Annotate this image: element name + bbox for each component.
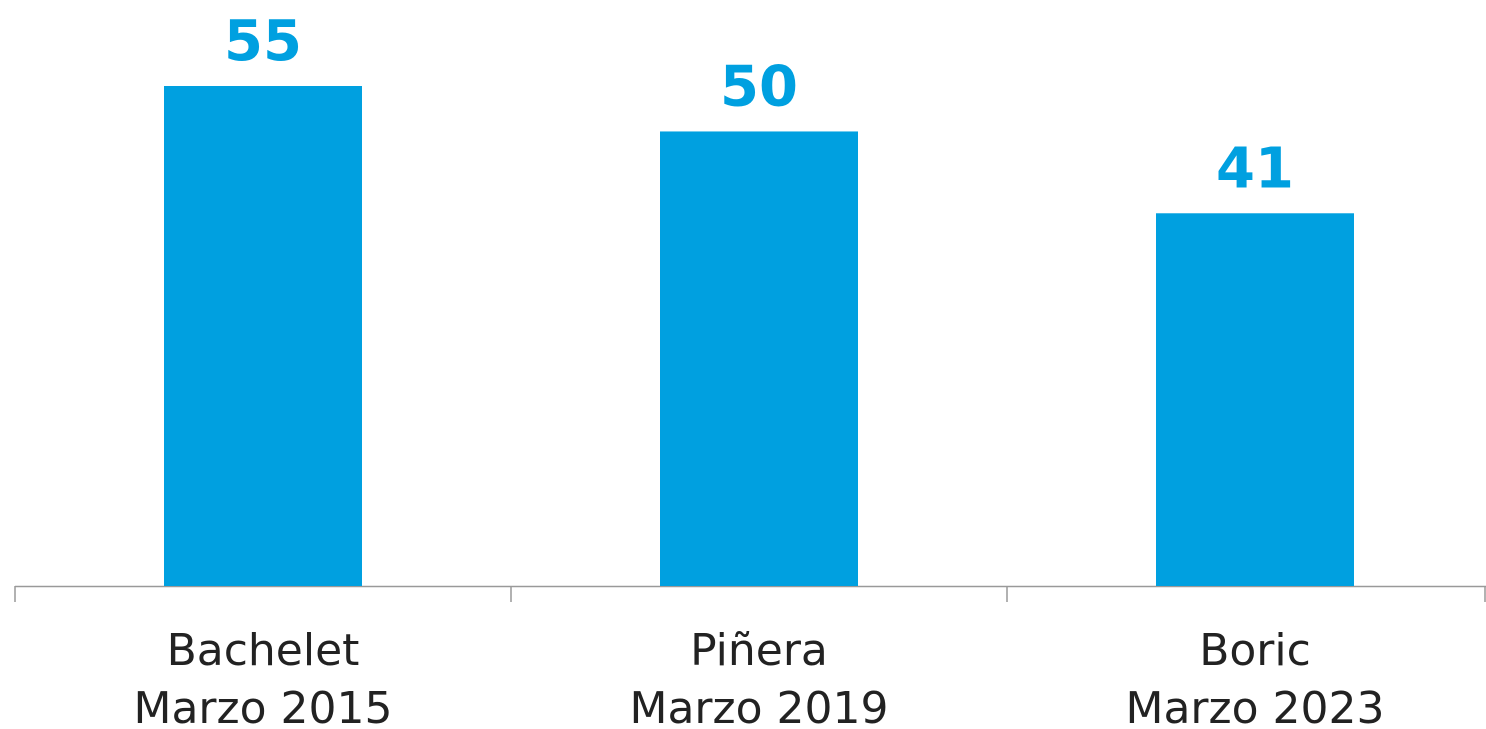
x-tick-label: Piñera: [690, 625, 828, 676]
value-label: 55: [224, 9, 302, 74]
value-label: 50: [720, 54, 798, 119]
bar: [1156, 213, 1354, 587]
value-label: 41: [1216, 136, 1294, 201]
x-tick-label: Marzo 2015: [134, 683, 393, 729]
bar: [164, 86, 362, 586]
x-tick-label: Bachelet: [167, 625, 360, 676]
x-tick-label: Marzo 2019: [630, 683, 889, 729]
x-tick-label: Marzo 2023: [1126, 683, 1385, 729]
x-tick-label: Boric: [1199, 625, 1311, 676]
bar: [660, 131, 858, 587]
